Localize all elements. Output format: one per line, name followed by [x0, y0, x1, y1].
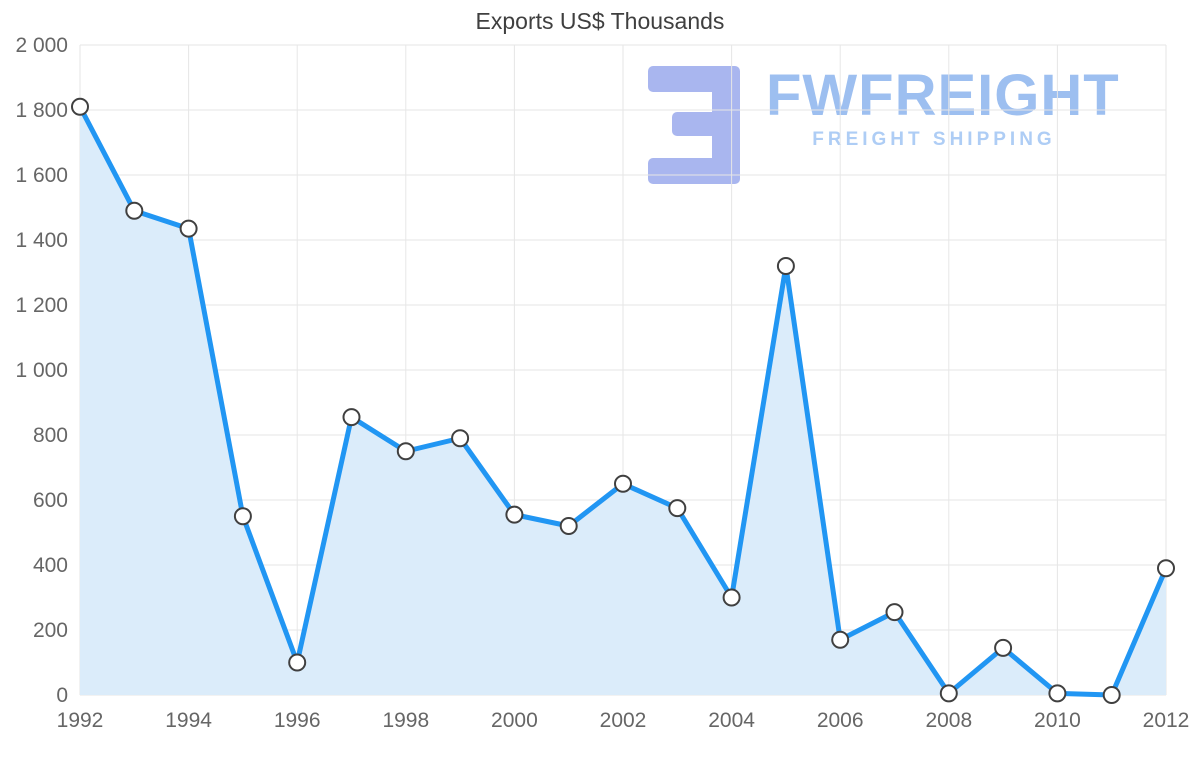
data-point-marker[interactable] — [994, 638, 1013, 657]
data-point-marker[interactable] — [885, 603, 904, 622]
y-axis-tick-label: 200 — [33, 619, 68, 642]
x-axis-tick-label: 2004 — [708, 709, 755, 732]
data-point-marker[interactable] — [1048, 684, 1067, 703]
data-point-marker[interactable] — [559, 517, 578, 535]
data-point-marker[interactable] — [233, 507, 252, 526]
data-point-marker[interactable] — [505, 505, 524, 524]
area-fill — [80, 106, 1166, 695]
data-point-marker[interactable] — [288, 653, 307, 672]
data-point-marker[interactable] — [451, 429, 470, 448]
y-axis-tick-label: 1 600 — [15, 164, 68, 187]
x-axis-tick-label: 1998 — [382, 709, 429, 732]
x-axis-tick-label: 1992 — [57, 709, 104, 732]
data-point-marker[interactable] — [179, 219, 198, 238]
x-axis-tick-label: 2010 — [1034, 709, 1081, 732]
y-axis-tick-label: 800 — [33, 424, 68, 447]
data-point-marker[interactable] — [722, 588, 741, 607]
x-axis-tick-label: 1996 — [274, 709, 321, 732]
y-axis-tick-label: 1 800 — [15, 99, 68, 122]
data-point-marker[interactable] — [125, 201, 144, 220]
x-axis-tick-label: 2012 — [1143, 709, 1190, 732]
x-axis-tick-label: 1994 — [165, 709, 212, 732]
data-point-marker[interactable] — [831, 630, 850, 649]
data-point-marker[interactable] — [1157, 559, 1175, 578]
y-axis-tick-label: 1 000 — [15, 359, 68, 382]
data-point-marker[interactable] — [776, 257, 795, 275]
x-axis-tick-label: 2002 — [600, 709, 647, 732]
y-axis-tick-label: 2 000 — [15, 34, 68, 57]
chart-title: Exports US$ Thousands — [475, 8, 725, 34]
y-axis-tick-label: 600 — [33, 489, 68, 512]
x-axis-tick-label: 2008 — [925, 709, 972, 732]
y-axis-tick-label: 1 200 — [15, 294, 68, 317]
x-axis-tick-label: 2000 — [491, 709, 538, 732]
data-point-marker[interactable] — [71, 97, 89, 116]
data-point-marker[interactable] — [1102, 686, 1121, 704]
y-axis-tick-label: 400 — [33, 554, 68, 577]
data-point-marker[interactable] — [939, 684, 958, 703]
y-axis-tick-label: 0 — [56, 684, 68, 707]
x-axis-tick-label: 2006 — [817, 709, 864, 732]
data-point-marker[interactable] — [342, 408, 361, 427]
data-point-marker[interactable] — [396, 442, 415, 461]
y-axis-tick-label: 1 400 — [15, 229, 68, 252]
data-point-marker[interactable] — [614, 474, 632, 493]
data-point-marker[interactable] — [668, 499, 687, 518]
